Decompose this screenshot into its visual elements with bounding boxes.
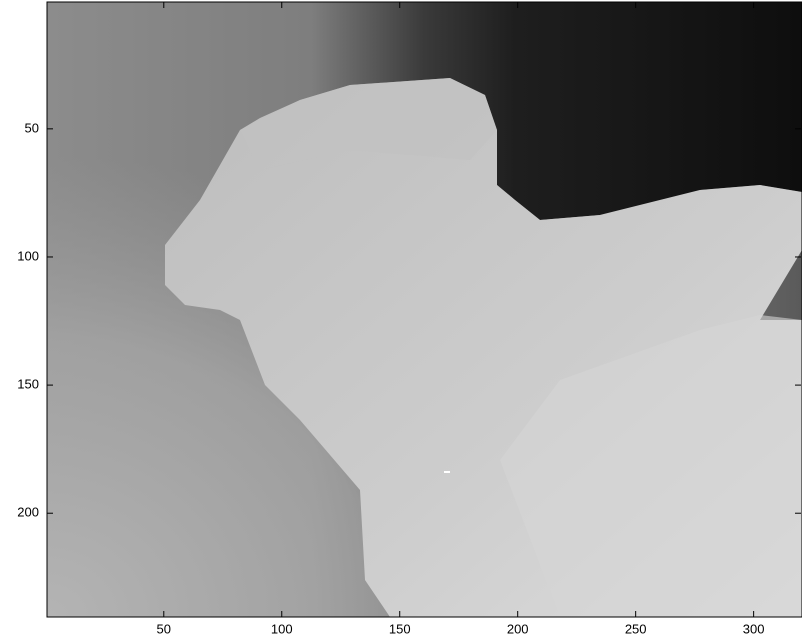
- x-tick-label: 50: [157, 621, 171, 636]
- x-tick-label: 150: [389, 621, 411, 636]
- y-tick-label: 50: [25, 120, 39, 135]
- figure: 50 100 150 200 250 300 50 100 150 200: [0, 0, 802, 639]
- y-tick-label: 100: [17, 248, 39, 263]
- x-tick-label: 250: [625, 621, 647, 636]
- x-tick-label: 300: [743, 621, 765, 636]
- x-tick-label: 100: [271, 621, 293, 636]
- depth-image: [47, 2, 802, 617]
- x-tick-label: 200: [507, 621, 529, 636]
- y-tick-label: 200: [17, 505, 39, 520]
- y-tick-label: 150: [17, 377, 39, 392]
